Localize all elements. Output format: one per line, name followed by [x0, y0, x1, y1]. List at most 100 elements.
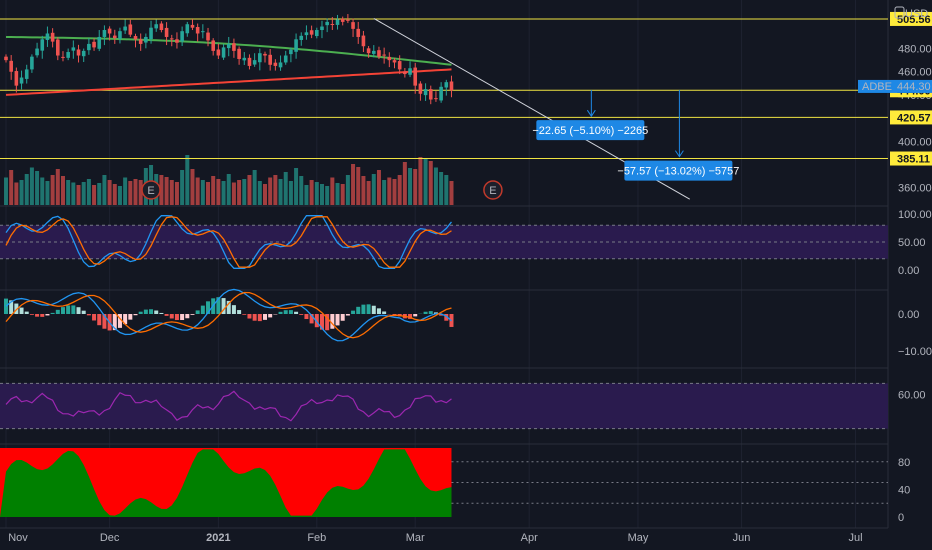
macd-histogram-bar — [356, 306, 361, 314]
measure-callout[interactable] — [624, 160, 733, 181]
macd-histogram-bar — [40, 314, 45, 317]
candle-body — [211, 40, 215, 51]
price-level-tag[interactable] — [890, 11, 932, 26]
candle-body — [283, 55, 288, 63]
candle-body — [175, 39, 179, 43]
candle-body — [45, 33, 50, 40]
candle-body — [123, 26, 127, 31]
volume-bar — [283, 172, 288, 205]
oscillator-axis-tick: 40 — [898, 484, 910, 496]
volume-bar — [309, 180, 314, 205]
volume-bar — [112, 184, 117, 205]
candle-body — [232, 43, 236, 51]
macd-histogram-bar — [288, 310, 293, 314]
candle-body — [351, 22, 355, 29]
volume-bar — [294, 168, 299, 205]
price-level-tag-text: 420.57 — [897, 112, 931, 124]
volume-bar — [428, 161, 433, 205]
volume-bar — [81, 182, 86, 205]
price-level-tag[interactable] — [890, 151, 932, 166]
earnings-marker[interactable] — [483, 180, 503, 200]
volume-bar — [66, 180, 71, 205]
macd-histogram-bar — [117, 314, 122, 328]
volume-bar — [45, 181, 50, 205]
candle-body — [180, 31, 184, 42]
time-axis-label: Nov — [8, 532, 28, 544]
macd-histogram-bar — [294, 311, 299, 314]
candle-body — [138, 39, 143, 44]
candle-body — [118, 31, 122, 39]
volume-bar — [180, 170, 185, 205]
volume-bar — [221, 181, 226, 205]
macd-histogram-bar — [19, 307, 24, 314]
volume-bar — [164, 177, 169, 205]
price-level-tag[interactable] — [890, 110, 932, 125]
time-axis-label: Jul — [848, 532, 862, 544]
candle-body — [258, 53, 262, 63]
stochastic-axis-tick: 0.00 — [898, 265, 919, 277]
candle-body — [226, 43, 231, 49]
volume-bar — [371, 174, 376, 205]
volume-bar — [174, 182, 179, 205]
macd-histogram-bar — [206, 301, 211, 314]
earnings-marker-label: E — [489, 185, 496, 197]
volume-bar — [50, 175, 55, 205]
volume-bar — [40, 177, 45, 205]
volume-bar — [133, 179, 138, 205]
volume-bar — [242, 179, 247, 205]
volume-bar — [423, 159, 428, 205]
candle-body — [185, 24, 190, 34]
candle-body — [315, 30, 319, 37]
symbol-price-tag[interactable] — [858, 79, 932, 93]
macd-histogram-bar — [55, 309, 60, 314]
candle-body — [273, 62, 278, 66]
macd-histogram-bar — [149, 309, 154, 314]
candle-body — [304, 32, 309, 36]
macd-histogram-bar — [247, 314, 252, 319]
measure-callout[interactable] — [536, 120, 645, 141]
candle-body — [413, 67, 418, 86]
macd-histogram-bar — [221, 298, 226, 314]
volume-bar — [159, 175, 164, 205]
volume-bar — [195, 177, 200, 205]
earnings-marker[interactable] — [141, 180, 161, 200]
volume-bar — [366, 181, 371, 205]
candle-body — [76, 49, 81, 56]
candle-body — [242, 57, 247, 61]
volume-bar — [102, 175, 107, 205]
macd-histogram-bar — [92, 314, 97, 321]
macd-axis-tick: −10.00 — [898, 346, 932, 358]
macd-histogram-bar — [283, 310, 288, 314]
candle-body — [397, 61, 402, 70]
volume-bar — [402, 162, 407, 205]
candle-body — [102, 30, 107, 37]
macd-histogram-bar — [319, 314, 324, 330]
macd-histogram-bar — [231, 305, 236, 314]
macd-histogram-bar — [9, 300, 14, 314]
volume-bar — [376, 170, 381, 205]
candle-body — [128, 24, 133, 35]
candle-body — [403, 71, 407, 75]
lock-icon[interactable] — [894, 6, 905, 19]
volume-bar — [247, 175, 252, 205]
candle-body — [268, 54, 272, 65]
symbol-name: ADBE — [862, 81, 892, 93]
candle-body — [97, 36, 102, 49]
volume-bar — [185, 155, 190, 205]
arrow-down-icon — [674, 150, 684, 158]
volume-bar — [123, 177, 128, 205]
macd-histogram-bar — [143, 309, 148, 314]
volume-bar — [117, 186, 122, 205]
macd-histogram-bar — [14, 303, 19, 314]
candle-body — [112, 35, 117, 39]
candle-body — [4, 56, 8, 61]
moving-average-red — [5, 68, 452, 96]
candle-body — [24, 69, 29, 79]
volume-bar — [288, 181, 293, 205]
stochastic-axis-tick: 100.00 — [898, 209, 932, 221]
macd-histogram-bar — [174, 314, 179, 321]
volume-bar — [257, 181, 262, 205]
price-level-tag-text: 385.11 — [897, 154, 930, 166]
volume-bar — [304, 185, 309, 205]
